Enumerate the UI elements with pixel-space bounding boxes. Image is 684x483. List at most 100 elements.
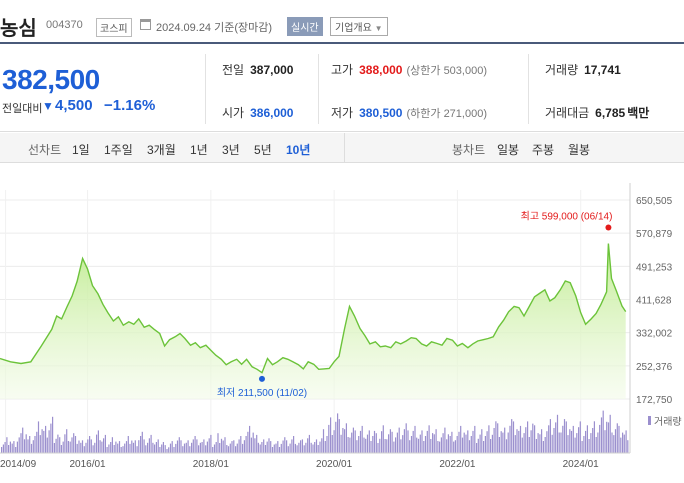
volume-bar [463,432,465,453]
volume-bar [417,438,420,453]
volume-bar [154,444,156,453]
volume-bar [627,440,629,453]
volume-bar [352,427,354,453]
stat-label: 거래량 [545,63,579,77]
volume-bar [447,434,449,453]
tab-period-10y[interactable]: 10년 [286,143,311,157]
volume-bar [303,445,305,453]
volume-bar [476,443,478,453]
volume-bar [217,433,219,453]
volume-bar [607,422,610,453]
volume-bar [317,445,319,453]
volume-bar [227,446,230,453]
volume-bar [569,429,571,453]
tab-candle-weekly[interactable]: 주봉 [532,143,555,157]
volume-bar [53,443,55,453]
volume-bar [622,432,624,453]
volume-bar [254,438,256,453]
y-tick-label: 491,253 [636,262,673,273]
volume-bar [124,443,126,453]
volume-bar [143,439,145,453]
tab-period-1y[interactable]: 1년 [190,143,208,157]
volume-bar [148,438,150,453]
volume-bar [45,425,47,453]
volume-bar [94,442,96,453]
volume-bar [226,445,228,453]
volume-bar [461,437,464,453]
tab-period-5y[interactable]: 5년 [254,143,272,157]
stock-header: 농심 004370 코스피 2024.09.24 기준(장마감) 실시간 기업개… [0,0,684,44]
volume-bar [247,431,249,453]
volume-bar [366,434,369,453]
volume-bar [324,441,326,453]
volume-bar [266,441,268,453]
volume-bar [512,421,515,453]
volume-bar [76,443,78,453]
x-tick-label: 2018/01 [193,459,230,470]
company-info-button[interactable]: 기업개요 ▼ [330,17,388,36]
volume-bar [549,419,551,453]
tab-period-1w[interactable]: 1주일 [104,143,133,157]
stat-label: 전일 [222,63,245,77]
volume-bar [50,423,52,453]
volume-bar [421,430,423,453]
divider [318,54,319,124]
tab-candle-monthly[interactable]: 월봉 [568,143,591,157]
volume-bar [493,428,495,453]
volume-bar [185,442,187,453]
volume-bar [446,439,448,453]
volume-bar [435,429,437,453]
volume-bar [301,439,303,453]
volume-bar [470,436,472,453]
volume-bar [11,443,13,453]
volume-bar [497,423,499,453]
volume-bar [342,428,344,453]
volume-bar [393,441,395,453]
tab-candle-daily[interactable]: 일봉 [497,143,520,157]
volume-bar [282,440,284,453]
volume-bar [419,434,421,453]
volume-bar [59,437,61,453]
volume-bar [80,442,82,453]
volume-bar [113,445,115,453]
volume-bar [48,430,50,453]
volume-bar [389,429,391,453]
volume-bar [381,431,383,453]
volume-bar [278,447,281,453]
volume-bar [391,431,393,453]
volume-bar [395,437,397,453]
down-arrow-icon: ▼ [42,99,54,113]
volume-bar [609,414,611,453]
volume-bar [39,435,41,453]
y-tick-label: 650,505 [636,196,673,207]
volume-bar [625,430,627,453]
volume-bar [57,434,59,453]
tab-period-3m[interactable]: 3개월 [147,143,176,157]
volume-bar [331,435,333,453]
volume-bar [13,441,15,453]
tab-period-1d[interactable]: 1일 [72,143,90,157]
volume-bar [384,439,386,453]
volume-bar [271,447,274,453]
volume-bar [141,431,143,453]
volume-bar [340,434,342,453]
volume-bar [433,434,435,453]
volume-bar [579,421,581,453]
volume-bar [344,429,346,453]
volume-bar [189,446,191,453]
volume-bar [616,423,618,453]
volume-bar [611,432,613,453]
stat-open: 시가 386,000 [222,104,293,121]
price-chart[interactable]: 거래량 650,505 570,879 491,253 411,628 332,002 2… [0,163,684,483]
volume-bar [205,445,207,453]
volume-bar [157,439,159,453]
tab-period-3y[interactable]: 3년 [222,143,240,157]
realtime-button[interactable]: 실시간 [287,17,323,36]
volume-bar [405,423,407,453]
volume-bar [574,437,576,453]
volume-bar [532,423,534,453]
volume-bar [312,444,314,453]
volume-bar [25,434,27,453]
volume-bar [280,443,282,453]
volume-bar [414,425,416,453]
